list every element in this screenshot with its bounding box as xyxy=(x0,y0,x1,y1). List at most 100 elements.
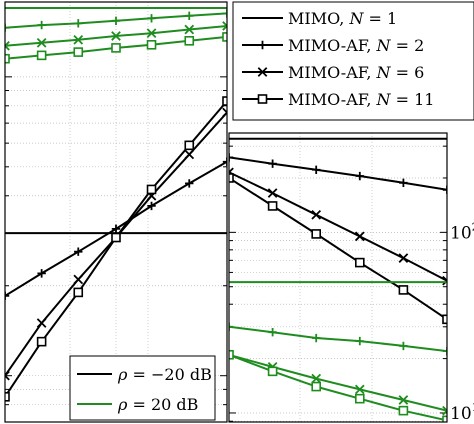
series-line xyxy=(229,171,447,282)
square-marker xyxy=(111,232,121,243)
series-left-8 xyxy=(5,32,227,64)
plus-marker xyxy=(111,224,121,234)
series-line xyxy=(229,325,447,353)
square-marker xyxy=(222,96,227,106)
plus-marker xyxy=(111,16,121,25)
plus-marker xyxy=(222,9,227,18)
plus-marker xyxy=(185,11,194,21)
legend-rho: ρ = −20 dB ρ = 20 dB xyxy=(69,355,216,421)
square-marker xyxy=(184,140,195,151)
plus-marker xyxy=(147,14,156,23)
cross-marker xyxy=(222,21,227,31)
square-marker xyxy=(73,47,84,57)
square-marker xyxy=(354,257,365,268)
cross-marker xyxy=(184,149,195,160)
plus-marker xyxy=(185,179,194,188)
legend-main-entry: MIMO-AF, N = 2 xyxy=(242,36,424,55)
cross-marker xyxy=(354,231,365,242)
legend-rho-box xyxy=(69,355,216,421)
plus-marker xyxy=(399,341,408,351)
cross-marker xyxy=(267,188,278,198)
series-right-7 xyxy=(229,349,447,416)
series-left-6 xyxy=(5,9,227,32)
plus-marker xyxy=(442,346,447,356)
legend-main-entry: MIMO, N = 1 xyxy=(242,9,397,28)
plus-marker xyxy=(222,157,227,166)
series-right-4 xyxy=(229,173,447,325)
square-marker xyxy=(267,201,278,211)
square-marker xyxy=(73,287,84,298)
legend-cross-marker xyxy=(257,67,268,77)
cross-marker xyxy=(111,31,121,41)
square-marker xyxy=(311,381,322,392)
series-line xyxy=(229,156,447,191)
square-marker xyxy=(36,336,47,347)
legend-main-entry: MIMO-AF, N = 6 xyxy=(242,63,424,82)
cross-marker xyxy=(146,28,157,39)
series-right-6 xyxy=(229,322,447,356)
legend-rho-label: ρ = −20 dB xyxy=(117,365,212,384)
plus-marker xyxy=(37,20,46,30)
series-line xyxy=(229,353,447,412)
left-axes-frame xyxy=(4,1,228,423)
legend-main: MIMO, N = 1 MIMO-AF, N = 2 MIMO-AF, N = 6 M… xyxy=(232,1,474,121)
cross-marker xyxy=(442,275,447,286)
legend-main-entry: MIMO-AF, N = 11 xyxy=(242,90,434,109)
plus-marker xyxy=(5,23,10,32)
square-marker xyxy=(36,50,47,61)
square-marker xyxy=(229,173,234,183)
series-left-4 xyxy=(5,96,227,402)
cross-marker xyxy=(73,274,84,285)
legend-rho-entry: ρ = −20 dB xyxy=(77,365,212,384)
series-line xyxy=(229,353,447,422)
cross-marker xyxy=(36,318,47,328)
plus-marker xyxy=(147,201,156,211)
square-marker xyxy=(146,184,157,195)
plus-marker xyxy=(229,153,234,162)
legend-plus-marker xyxy=(258,40,267,50)
cross-marker xyxy=(5,370,10,381)
right-grid xyxy=(229,133,447,422)
square-marker xyxy=(5,391,10,402)
legend-rho-label: ρ = 20 dB xyxy=(117,395,198,414)
plus-marker xyxy=(74,247,83,256)
legend-main-label: MIMO, N = 1 xyxy=(288,9,397,28)
plus-marker xyxy=(37,269,46,278)
cross-marker xyxy=(36,37,47,48)
y-tick-label: 102 xyxy=(450,220,474,243)
series-right-8 xyxy=(229,349,447,422)
cross-marker xyxy=(184,24,195,35)
series-left-7 xyxy=(5,21,227,51)
cross-marker xyxy=(5,40,10,51)
plus-marker xyxy=(312,333,321,343)
plus-marker xyxy=(268,159,277,168)
series-line xyxy=(5,111,227,377)
square-marker xyxy=(354,393,365,404)
plus-marker xyxy=(5,291,10,301)
square-marker xyxy=(229,349,234,360)
square-marker xyxy=(222,32,227,42)
series-left-2 xyxy=(5,157,227,301)
legend-rho-entry: ρ = 20 dB xyxy=(77,395,198,414)
plus-marker xyxy=(74,19,83,28)
legend-main-label: MIMO-AF, N = 11 xyxy=(288,90,434,109)
series-right-2 xyxy=(229,153,447,195)
legend-main-label: MIMO-AF, N = 2 xyxy=(288,36,424,55)
plus-marker xyxy=(355,171,364,181)
right-plot-panel: 102 101 xyxy=(228,132,474,424)
cross-marker xyxy=(311,373,322,384)
plus-marker xyxy=(312,165,321,174)
square-marker xyxy=(442,314,447,325)
square-marker xyxy=(398,285,409,295)
right-series-group xyxy=(229,137,447,422)
left-series-group xyxy=(5,7,227,402)
legend-main-label: MIMO-AF, N = 6 xyxy=(288,63,424,82)
square-marker xyxy=(442,415,447,422)
cross-marker xyxy=(311,210,322,220)
cross-marker xyxy=(222,107,227,118)
square-marker xyxy=(146,40,157,50)
square-marker xyxy=(311,229,322,239)
cross-marker xyxy=(398,395,409,405)
cross-marker xyxy=(442,405,447,416)
